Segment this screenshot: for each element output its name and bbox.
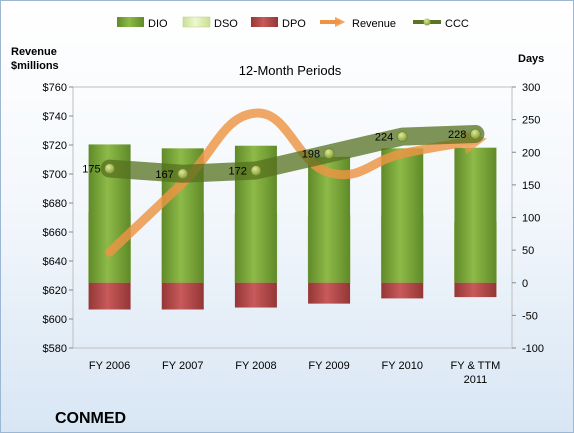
- left-axis-tick-label: $760: [43, 82, 67, 94]
- x-axis-tick-label: FY 2007: [162, 360, 203, 372]
- legend-label-ccc: CCC: [445, 18, 469, 30]
- ccc-point: [470, 128, 481, 140]
- right-axis-tick-label: 250: [522, 115, 540, 127]
- legend-item-dio: DIO: [117, 17, 168, 30]
- ccc-data-label: 167: [155, 169, 173, 181]
- left-axis-tick-label: $740: [43, 111, 67, 123]
- left-axis-title-line1: Revenue: [11, 46, 57, 58]
- bar-dpo: [88, 282, 131, 310]
- left-axis-tick-label: $620: [43, 285, 67, 297]
- right-axis-tick-label: 0: [522, 278, 528, 290]
- legend-label-dpo: DPO: [282, 18, 306, 30]
- left-axis-tick-label: $580: [43, 343, 67, 355]
- x-axis-tick-label: FY 2010: [382, 360, 423, 372]
- ccc-data-label: 172: [229, 166, 247, 178]
- legend-label-revenue: Revenue: [352, 18, 396, 30]
- bar-dpo: [454, 282, 497, 298]
- series-revenue-line: [105, 108, 487, 257]
- right-axis-title: Days: [518, 53, 544, 65]
- ccc-data-label: 175: [82, 164, 100, 176]
- right-axis-tick-label: 200: [522, 147, 540, 159]
- legend-swatch-dso: [182, 16, 211, 28]
- legend-swatch-dpo: [251, 17, 278, 27]
- ccc-point: [177, 168, 189, 180]
- x-axis-tick-label: 2011: [464, 374, 488, 386]
- ccc-data-label: 224: [375, 132, 393, 144]
- ccc-point: [396, 131, 408, 142]
- left-axis-tick-label: $680: [43, 198, 67, 210]
- x-axis-tick-label: FY 2008: [235, 360, 276, 372]
- right-axis-tick-label: 150: [522, 180, 540, 192]
- bar-dio: [454, 147, 497, 283]
- right-axis-tick-label: 50: [522, 245, 534, 257]
- ccc-data-label: 228: [448, 129, 466, 141]
- x-axis-tick-label: FY 2009: [308, 360, 349, 372]
- bar-dpo: [161, 282, 204, 310]
- left-axis-tick-label: $660: [43, 227, 67, 239]
- axes-layer: $580 $600 $620 $640 $660 $680 $700 $720 $740 $760…: [43, 82, 545, 355]
- right-axis-tick-label: 300: [522, 82, 540, 94]
- left-axis-tick-label: $640: [43, 256, 67, 268]
- company-name: CONMED: [55, 410, 126, 427]
- legend-swatch-dio: [117, 17, 144, 27]
- left-axis-tick-label: $700: [43, 169, 67, 181]
- ccc-point: [323, 148, 335, 159]
- bar-dpo: [234, 282, 277, 308]
- x-axis-tick-label: FY & TTM: [451, 360, 501, 372]
- legend-item-revenue: Revenue: [320, 16, 396, 30]
- x-axis-tick-label: FY 2006: [89, 360, 130, 372]
- legend-label-dio: DIO: [148, 18, 168, 30]
- legend-item-ccc: CCC: [413, 18, 469, 30]
- bar-dio: [381, 148, 424, 283]
- right-axis-tick-label: -50: [522, 310, 538, 322]
- bar-dpo: [381, 282, 424, 299]
- ccc-point: [104, 163, 115, 174]
- left-axis-tick-label: $720: [43, 140, 67, 152]
- legend-item-dso: DSO: [182, 16, 238, 30]
- right-axis-tick-label: 100: [522, 213, 540, 225]
- series-ccc-line: [100, 124, 485, 183]
- legend-marker-ccc: [423, 18, 431, 26]
- legend-label-dso: DSO: [214, 18, 238, 30]
- left-axis-title-line2: $millions: [11, 60, 59, 72]
- left-axis-tick-label: $600: [43, 314, 67, 326]
- chart-title: 12-Month Periods: [239, 63, 342, 78]
- ccc-data-label: 198: [302, 149, 320, 161]
- right-axis-tick-label: -100: [522, 343, 544, 355]
- legend: DIO DSO DPO Revenue CCC: [117, 16, 469, 30]
- ccc-layer: 175 167 172 198 224 228: [82, 124, 485, 183]
- revenue-layer: [105, 108, 487, 257]
- bar-dpo: [308, 282, 351, 304]
- ccc-point: [250, 165, 262, 176]
- x-axis-labels: FY 2006 FY 2007 FY 2008 FY 2009 FY 2010 FY & …: [89, 360, 500, 386]
- legend-item-dpo: DPO: [251, 17, 306, 30]
